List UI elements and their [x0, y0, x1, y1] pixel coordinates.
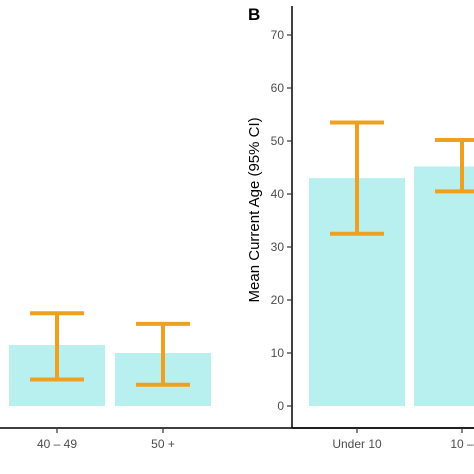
y-tick-label: 40	[271, 187, 285, 201]
y-axis-title: Mean Current Age (95% CI)	[246, 117, 263, 302]
error-bar	[330, 120, 384, 236]
y-tick-label: 60	[271, 81, 285, 95]
error-bar	[136, 321, 190, 387]
x-tick-label: Under 10	[332, 437, 382, 451]
y-tick-label: 20	[271, 293, 285, 307]
panel-b: Under 10 10 – 0 10 20 30 40 50 60 70 Mean Current …	[246, 5, 474, 451]
error-bar	[435, 137, 474, 194]
y-tick-label: 10	[271, 346, 285, 360]
x-tick-label: 40 – 49	[37, 437, 77, 451]
y-tick-label: 0	[277, 399, 284, 413]
y-tick-label: 70	[271, 28, 285, 42]
panel-label: B	[248, 5, 260, 24]
bar	[414, 166, 474, 406]
error-bar	[30, 311, 84, 382]
y-tick-label: 30	[271, 240, 285, 254]
y-tick-label: 50	[271, 134, 285, 148]
x-tick-label: 50 +	[151, 437, 175, 451]
x-tick-label: 10 –	[450, 437, 474, 451]
